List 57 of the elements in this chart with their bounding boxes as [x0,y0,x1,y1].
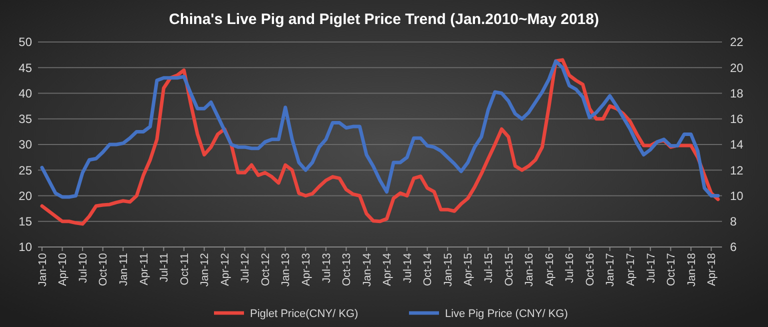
x-tick-label: Oct-11 [178,253,191,286]
x-tick-label: Jul-16 [564,253,576,283]
x-tick-label: Jan-18 [686,253,698,287]
x-tick-label: Apr-16 [544,253,556,286]
x-tick-label: Oct-17 [666,253,678,286]
y-tick-label: 15 [18,214,32,229]
x-tick-label: Jul-10 [77,253,90,283]
x-tick-label: Jul-17 [645,253,658,283]
y2-tick-label: 22 [730,35,744,50]
x-tick-label: Oct-14 [422,253,434,286]
legend-label: Piglet Price(CNY/ KG) [250,308,358,320]
x-tick-label: Apr-14 [382,253,394,286]
y-tick-label: 20 [18,188,32,203]
x-tick-label: Jul-14 [402,253,414,283]
y-tick-label: 35 [18,112,32,126]
y-tick-label: 45 [18,60,32,75]
x-tick-label: Jan-13 [280,253,292,287]
x-tick-label: Apr-15 [462,253,475,286]
y-tick-label: 10 [18,240,32,254]
x-tick-label: Jul-15 [483,253,496,283]
x-tick-label: Jan-10 [36,253,49,287]
y2-tick-label: 8 [730,214,737,229]
y-tick-label: 25 [18,163,32,178]
x-tick-label: Apr-18 [706,253,718,286]
y-tick-label: 50 [18,35,32,50]
y2-tick-label: 16 [730,112,744,126]
x-tick-label: Jan-14 [361,253,374,287]
x-tick-label: Oct-10 [98,253,110,286]
y-tick-label: 30 [18,138,32,152]
x-tick-label: Jan-15 [442,253,454,287]
x-tick-label: Oct-16 [584,253,596,286]
y2-tick-label: 14 [730,138,744,152]
y-tick-label: 40 [18,86,32,100]
chart-title: China's Live Pig and Piglet Price Trend (Jan.2010~May 2018) [169,11,599,28]
legend-label: Live Pig Price (CNY/ KG) [445,308,568,320]
x-tick-label: Jan-11 [118,253,130,286]
x-tick-label: Apr-17 [624,253,637,286]
y2-tick-label: 20 [730,60,744,75]
y2-tick-label: 6 [730,240,737,254]
x-tick-label: Jul-11 [158,253,171,282]
x-tick-label: Oct-12 [260,253,272,286]
y2-tick-label: 18 [730,86,744,100]
x-tick-label: Apr-13 [300,253,312,286]
y2-tick-label: 12 [730,163,744,178]
x-tick-label: Apr-10 [57,253,70,286]
y2-tick-label: 10 [730,188,744,203]
x-tick-label: Jul-13 [320,253,333,283]
line-series [40,59,720,199]
x-tick-label: Jan-16 [524,253,536,287]
x-tick-label: Apr-12 [219,253,232,286]
x-tick-label: Apr-11 [138,253,150,286]
line-series [40,58,720,226]
x-tick-label: Jan-12 [199,253,212,287]
x-tick-label: Jan-17 [604,253,617,287]
x-tick-label: Oct-13 [341,253,354,286]
x-tick-label: Jul-12 [240,253,252,283]
x-tick-label: Oct-15 [503,253,516,286]
